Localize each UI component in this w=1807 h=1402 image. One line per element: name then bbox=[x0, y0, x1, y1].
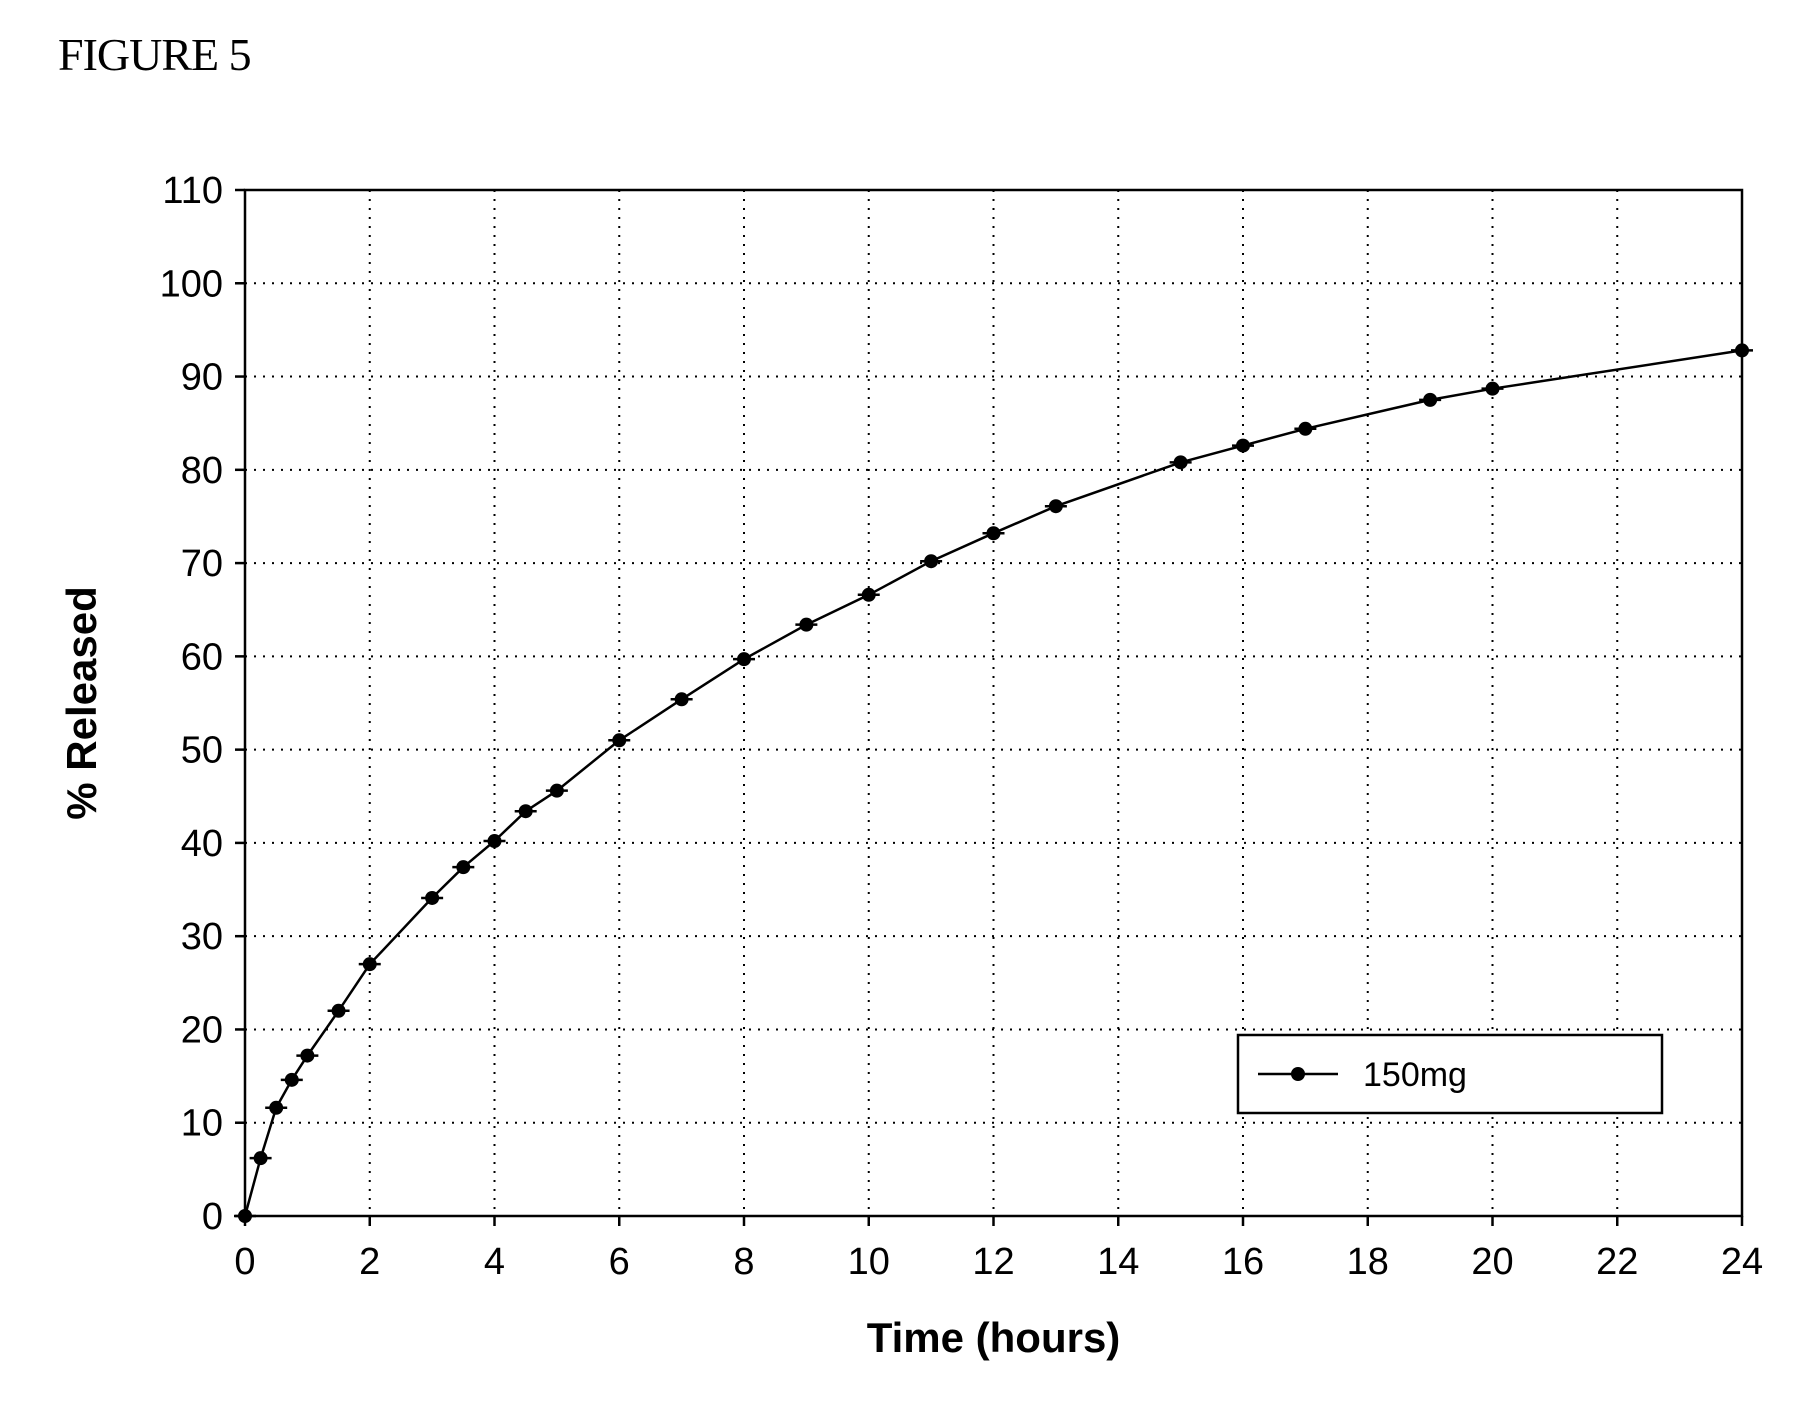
data-point bbox=[1423, 393, 1437, 407]
data-point bbox=[254, 1151, 268, 1165]
y-tick-label-60: 60 bbox=[181, 636, 223, 678]
y-tick-label-80: 80 bbox=[181, 450, 223, 492]
data-point bbox=[1049, 499, 1063, 513]
data-point bbox=[799, 618, 813, 632]
y-tick-label-110: 110 bbox=[162, 170, 223, 212]
x-tick-label-8: 8 bbox=[733, 1241, 754, 1283]
data-point bbox=[1298, 422, 1312, 436]
data-point bbox=[300, 1049, 314, 1063]
y-tick-label-30: 30 bbox=[181, 916, 223, 958]
x-tick-label-4: 4 bbox=[484, 1241, 505, 1283]
data-point bbox=[862, 588, 876, 602]
data-point bbox=[924, 554, 938, 568]
y-tick-label-70: 70 bbox=[181, 543, 223, 585]
legend: 150mg bbox=[1238, 1035, 1662, 1113]
y-tick-label-100: 100 bbox=[160, 263, 223, 305]
x-axis-title: Time (hours) bbox=[867, 1314, 1121, 1361]
x-tick-label-10: 10 bbox=[848, 1241, 890, 1283]
x-tick-label-20: 20 bbox=[1471, 1241, 1513, 1283]
data-point bbox=[519, 804, 533, 818]
x-tick-label-18: 18 bbox=[1347, 1241, 1389, 1283]
x-tick-label-12: 12 bbox=[972, 1241, 1014, 1283]
y-tick-label-0: 0 bbox=[202, 1196, 223, 1238]
data-point bbox=[269, 1101, 283, 1115]
data-point bbox=[1735, 343, 1749, 357]
x-tick-label-22: 22 bbox=[1596, 1241, 1638, 1283]
data-point bbox=[612, 733, 626, 747]
y-tick-label-10: 10 bbox=[181, 1103, 223, 1145]
x-tick-label-6: 6 bbox=[609, 1241, 630, 1283]
data-point bbox=[332, 1004, 346, 1018]
x-tick-label-16: 16 bbox=[1222, 1241, 1264, 1283]
x-axis-ticks: 024681012141618202224 bbox=[234, 1216, 1763, 1283]
data-point bbox=[285, 1073, 299, 1087]
data-point bbox=[675, 692, 689, 706]
data-point bbox=[425, 891, 439, 905]
data-point bbox=[488, 834, 502, 848]
y-tick-label-20: 20 bbox=[181, 1009, 223, 1051]
y-tick-label-50: 50 bbox=[181, 730, 223, 772]
legend-series-marker bbox=[1291, 1067, 1305, 1081]
data-point bbox=[1486, 382, 1500, 396]
x-tick-label-24: 24 bbox=[1721, 1241, 1763, 1283]
legend-series-label: 150mg bbox=[1363, 1056, 1467, 1094]
data-point bbox=[1174, 455, 1188, 469]
y-axis-ticks: 0 10 20 30 40 50 60 70 80 90 100 110 bbox=[160, 170, 245, 1238]
data-point bbox=[238, 1209, 252, 1223]
y-axis-title: % Released bbox=[58, 586, 105, 819]
data-point bbox=[363, 957, 377, 971]
y-tick-label-90: 90 bbox=[181, 357, 223, 399]
x-tick-label-0: 0 bbox=[234, 1241, 255, 1283]
data-point bbox=[737, 652, 751, 666]
x-tick-label-14: 14 bbox=[1097, 1241, 1139, 1283]
data-point bbox=[987, 526, 1001, 540]
x-tick-label-2: 2 bbox=[359, 1241, 380, 1283]
data-point bbox=[1236, 439, 1250, 453]
data-point bbox=[550, 784, 564, 798]
y-tick-label-40: 40 bbox=[181, 823, 223, 865]
data-point bbox=[456, 860, 470, 874]
